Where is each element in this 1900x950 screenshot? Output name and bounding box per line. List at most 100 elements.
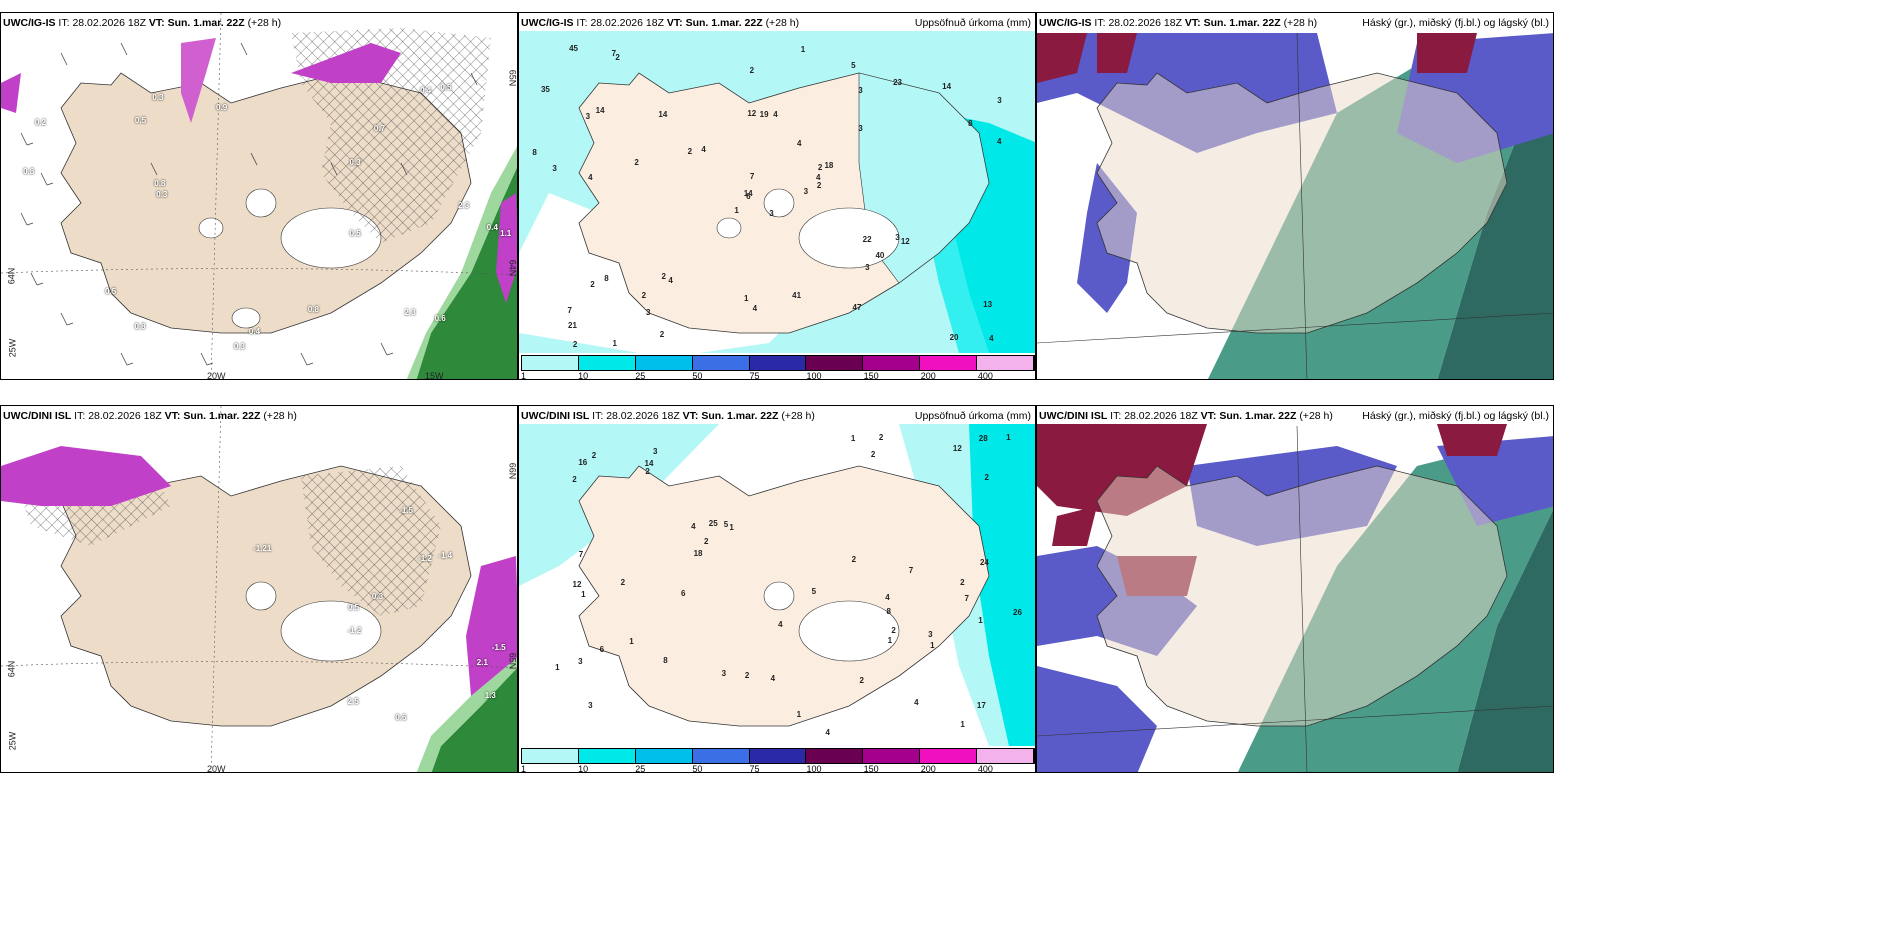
colorbar-label: 150 — [863, 764, 879, 773]
precip-value-label: 3 — [552, 163, 557, 173]
colorbar-swatch — [692, 356, 750, 370]
precip-value-label: 0.5 — [440, 83, 452, 93]
colorbar-swatch — [920, 749, 978, 763]
precip-value-label: 8 — [663, 655, 668, 665]
precip-value-label: 0.6 — [395, 713, 407, 723]
precip-value-label: 2.3 — [458, 200, 470, 210]
precip-value-label: 8 — [532, 147, 537, 157]
precip-value-label: 2 — [591, 450, 597, 460]
precip-value-label: 19 — [759, 109, 769, 119]
precip-value-label: 14 — [644, 458, 654, 468]
precip-value-label: 2.1 — [476, 657, 488, 667]
glacier — [245, 188, 277, 218]
precip-value-label: 6 — [746, 192, 751, 202]
precip-value-label: -1.2 — [418, 554, 432, 564]
precip-value-label: 2 — [870, 449, 876, 459]
precip-value-label: 2 — [703, 537, 709, 547]
lat-label-64n: 64N — [6, 267, 17, 285]
precip-value-label: 2 — [878, 432, 884, 442]
precip-value-label: 3 — [721, 669, 727, 679]
precip-magenta — [181, 38, 216, 123]
precip-value-label: 2 — [615, 53, 620, 63]
precip-value-label: 2 — [641, 291, 647, 301]
colorbar-label: 25 — [635, 764, 646, 773]
map-canvas — [519, 31, 1035, 353]
precip-value-label: 1 — [930, 640, 935, 650]
precip-value-label: 1 — [978, 615, 983, 625]
cloud-high-red — [1437, 424, 1507, 456]
precip-lightgreen — [416, 657, 517, 772]
precip-value-label: 20 — [949, 333, 959, 343]
precip-value-label: 0.5 — [105, 287, 117, 297]
lon-label-20w: 20W — [207, 764, 226, 773]
precip-value-label: 1 — [1006, 433, 1011, 443]
colorbar-swatch — [863, 356, 921, 370]
precip-value-label: 0.5 — [347, 602, 360, 612]
cloud-high-red — [1097, 33, 1137, 73]
colorbar-label: 400 — [977, 371, 993, 380]
precip-value-label: 8 — [604, 273, 609, 283]
precip-value-label: 7 — [578, 549, 584, 559]
precip-value-label: 2 — [572, 340, 578, 350]
precip-value-label: 0.4 — [420, 86, 432, 96]
colorbar-swatch — [692, 749, 750, 763]
precip-value-label: 21 — [568, 320, 577, 330]
map-panel-top-left: UWC/IG-IS IT: 28.02.2026 18Z VT: Sun. 1.… — [0, 12, 518, 380]
panel-title: Uppsöfnuð úrkoma (mm) — [914, 17, 1031, 29]
colorbar-label: 1 — [521, 764, 527, 773]
precip-value-label: 2 — [816, 181, 822, 191]
precip-value-label: 13 — [983, 300, 993, 310]
map-panel-bottom-left: UWC/DINI ISL IT: 28.02.2026 18Z VT: Sun.… — [0, 405, 518, 773]
precip-value-label: 2.3 — [404, 307, 416, 317]
precip-value-label: 4 — [797, 138, 802, 148]
precip-value-label: 1 — [555, 662, 560, 672]
precip-value-label: 2 — [661, 271, 666, 281]
precip-value-label: 3 — [588, 701, 593, 711]
map-panel-top-right: UWC/IG-IS IT: 28.02.2026 18Z VT: Sun. 1.… — [1036, 12, 1554, 380]
colorbar-label: 50 — [692, 371, 703, 380]
precip-magenta — [291, 43, 401, 83]
panel-header: UWC/DINI ISL IT: 28.02.2026 18Z VT: Sun.… — [521, 410, 815, 422]
map-canvas — [1037, 31, 1553, 379]
precip-value-label: 26 — [1013, 607, 1022, 617]
colorbar — [521, 748, 1035, 764]
precip-value-label: 1 — [612, 338, 617, 348]
colorbar-swatch — [749, 749, 807, 763]
precip-value-label: 6 — [681, 589, 686, 599]
graticule — [1, 268, 517, 276]
precip-magenta — [466, 556, 517, 696]
precip-value-label: 40 — [875, 250, 885, 260]
colorbar-swatch — [806, 356, 864, 370]
precip-lightgreen — [406, 146, 517, 379]
colorbar-swatch — [522, 356, 579, 370]
colorbar-swatch — [977, 356, 1035, 370]
precip-value-label: 4 — [816, 172, 821, 182]
colorbar-label: 1 — [521, 371, 527, 380]
precip-value-label: -1.5 — [399, 505, 414, 515]
precip-value-label: 14 — [743, 189, 753, 199]
precip-value-label: -1.5 — [491, 642, 506, 652]
precip-value-label: 2 — [851, 554, 857, 564]
colorbar-swatch — [977, 749, 1035, 763]
precip-value-label: 16 — [578, 458, 588, 468]
colorbar-swatch — [578, 749, 636, 763]
precip-value-label: 12 — [900, 237, 910, 247]
map-panel-bottom-right: UWC/DINI ISL IT: 28.02.2026 18Z VT: Sun.… — [1036, 405, 1554, 773]
precip-value-label: 0.8 — [23, 167, 35, 177]
lon-label-20w: 20W — [207, 371, 226, 380]
precip-value-label: 7 — [908, 566, 914, 576]
colorbar-label: 400 — [977, 764, 993, 773]
precip-value-label: 3 — [578, 656, 583, 666]
precip-value-label: 7 — [567, 306, 572, 316]
colorbar-label: 25 — [635, 371, 646, 380]
precip-value-label: 1 — [581, 590, 586, 600]
precip-value-label: 4 — [668, 276, 673, 286]
precip-value-label: -1.2 — [347, 625, 362, 635]
precip-magenta — [1, 446, 171, 506]
precip-value-label: 45 — [569, 44, 578, 54]
precip-magenta — [1, 73, 21, 113]
map-panel-bottom-mid: UWC/DINI ISL IT: 28.02.2026 18Z VT: Sun.… — [518, 405, 1036, 773]
precip-value-label: 4 — [691, 521, 696, 531]
glacier — [231, 307, 261, 329]
cloud-high-red — [1052, 506, 1097, 546]
